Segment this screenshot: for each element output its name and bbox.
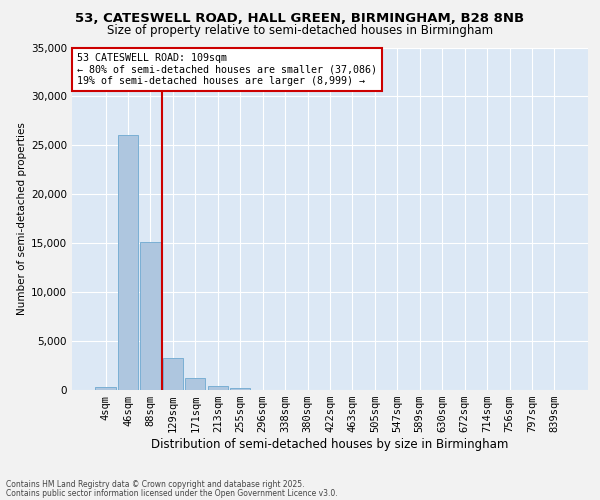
Text: Contains public sector information licensed under the Open Government Licence v3: Contains public sector information licen… [6,488,338,498]
Bar [140,242,161,390]
Y-axis label: Number of semi-detached properties: Number of semi-detached properties [17,122,27,315]
Bar [208,386,228,390]
Bar [95,386,116,390]
Bar [163,358,183,390]
X-axis label: Distribution of semi-detached houses by size in Birmingham: Distribution of semi-detached houses by … [151,438,509,451]
Text: Size of property relative to semi-detached houses in Birmingham: Size of property relative to semi-detach… [107,24,493,37]
Bar [230,388,250,390]
Bar [118,134,138,390]
Text: 53, CATESWELL ROAD, HALL GREEN, BIRMINGHAM, B28 8NB: 53, CATESWELL ROAD, HALL GREEN, BIRMINGH… [76,12,524,26]
Text: 53 CATESWELL ROAD: 109sqm
← 80% of semi-detached houses are smaller (37,086)
19%: 53 CATESWELL ROAD: 109sqm ← 80% of semi-… [77,52,377,86]
Text: Contains HM Land Registry data © Crown copyright and database right 2025.: Contains HM Land Registry data © Crown c… [6,480,305,489]
Bar [185,378,205,390]
